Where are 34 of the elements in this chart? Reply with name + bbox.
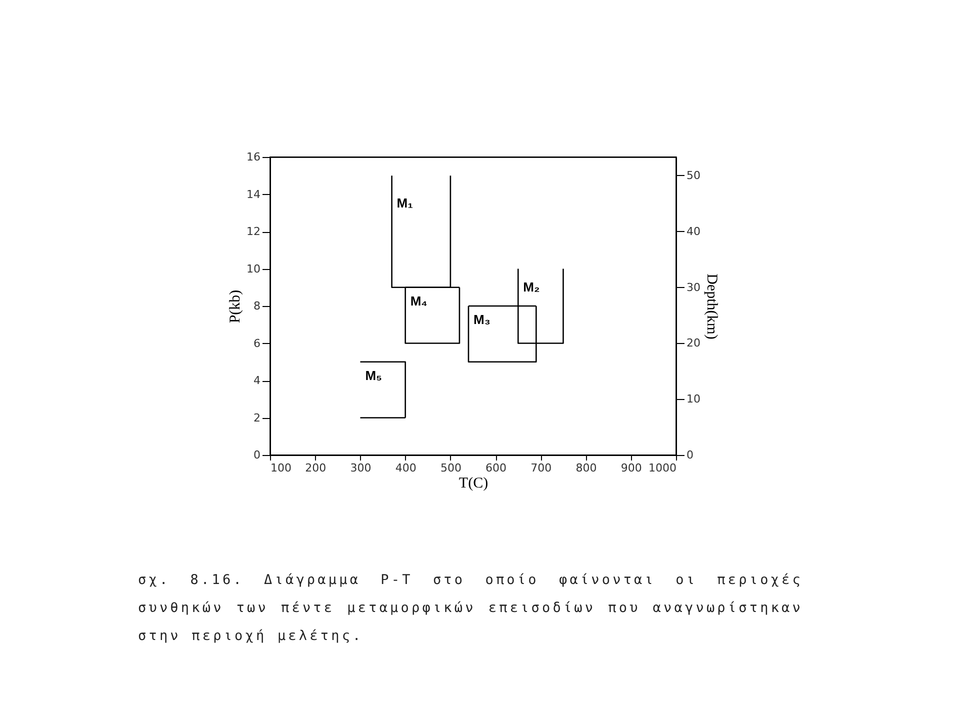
series-label: M₂ [523,279,540,294]
y-tick-label: 2 [254,411,260,424]
y-axis-title: P(kb) [228,290,244,324]
series-label: M₅ [365,368,382,383]
x-tick-label: 900 [620,462,642,474]
x-tick-label: 300 [350,462,372,474]
x-tick-label: 600 [486,462,507,474]
x-tick-label: 100 [270,462,292,474]
y2-tick-label: 40 [686,224,700,238]
y-tick-label: 8 [254,300,260,312]
y-tick-label: 6 [254,336,260,350]
y2-tick-label: 0 [686,448,694,462]
x-tick-label: 700 [530,462,552,474]
y2-tick-label: 30 [686,280,700,294]
y2-tick-label: 50 [686,168,700,182]
x-tick-label: 500 [440,462,462,474]
y-tick-label: 10 [246,262,260,276]
text: σχ. 8.16. Διάγραμμα P-T στο οποίο φαίνονται οι περιοχές συνθηκών των πέντε μεταμορφικών επεισοδίων που αναγνωρίστηκαν στην περιοχή μελέτης. [138,571,803,646]
y-tick-label: 4 [254,374,260,387]
y-tick-label: 16 [246,150,260,164]
series-label: M₃ [473,312,490,327]
x-tick-label: 400 [395,462,416,474]
series-label: M₁ [396,196,414,211]
y-tick-label: 14 [246,188,260,201]
y2-axis-title: Depth(km) [703,274,720,340]
y-tick-label: 0 [254,448,260,462]
y2-tick-label: 20 [686,336,700,350]
series-label: M₄ [410,293,428,308]
y-tick-label: 12 [246,225,260,238]
x-axis-title: T(C) [458,476,488,492]
x-tick-label: 1000 [648,462,676,474]
x-tick-label: 800 [576,462,597,474]
x-tick-label: 200 [305,462,326,474]
y2-tick-label: 10 [686,392,700,406]
